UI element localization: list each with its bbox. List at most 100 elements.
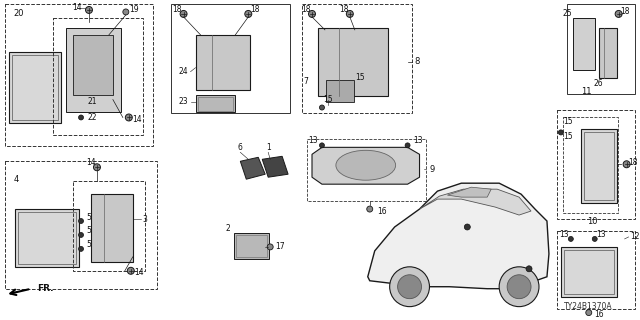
Text: 17: 17 — [275, 242, 285, 252]
Text: 15: 15 — [323, 95, 333, 104]
Circle shape — [86, 6, 92, 13]
Text: 3: 3 — [142, 214, 147, 224]
Bar — [195, 95, 236, 113]
Text: 2: 2 — [226, 224, 231, 234]
Circle shape — [93, 164, 100, 171]
Text: 6: 6 — [238, 143, 243, 152]
Bar — [15, 209, 79, 267]
Circle shape — [79, 219, 83, 223]
Polygon shape — [241, 157, 265, 179]
Bar — [567, 4, 635, 93]
Text: 16: 16 — [377, 206, 387, 216]
Bar — [584, 132, 614, 200]
Text: 13: 13 — [596, 230, 605, 239]
Circle shape — [526, 266, 532, 272]
Text: 11: 11 — [582, 87, 592, 96]
Bar — [73, 181, 145, 271]
Circle shape — [507, 275, 531, 299]
Text: 5: 5 — [86, 227, 92, 236]
Circle shape — [346, 11, 353, 17]
Bar — [19, 212, 76, 264]
Circle shape — [568, 236, 573, 241]
Bar — [198, 97, 234, 110]
Circle shape — [79, 115, 83, 120]
Bar — [5, 161, 157, 289]
Bar — [599, 28, 617, 78]
Bar — [581, 129, 617, 203]
Text: 13: 13 — [308, 136, 318, 145]
Bar — [5, 4, 153, 146]
Bar — [573, 18, 595, 70]
Bar — [234, 233, 269, 259]
Text: 18: 18 — [620, 7, 629, 16]
Text: 12: 12 — [630, 232, 639, 242]
Bar — [557, 109, 635, 219]
Bar — [561, 247, 617, 297]
Text: 18: 18 — [339, 5, 349, 14]
Bar — [171, 4, 290, 114]
Polygon shape — [420, 189, 531, 215]
Bar — [302, 4, 412, 114]
Text: 14: 14 — [72, 4, 82, 12]
Text: 25: 25 — [562, 9, 572, 19]
Bar — [91, 194, 132, 262]
Bar — [236, 235, 268, 257]
Text: TY24B1370A: TY24B1370A — [564, 302, 613, 311]
Text: 19: 19 — [129, 5, 139, 14]
Text: 13: 13 — [413, 136, 422, 145]
Text: 26: 26 — [594, 79, 604, 88]
Circle shape — [79, 246, 83, 252]
Circle shape — [586, 310, 592, 316]
Text: 16: 16 — [594, 310, 604, 319]
Circle shape — [268, 244, 273, 250]
Circle shape — [79, 232, 83, 237]
Text: 15: 15 — [563, 117, 573, 126]
Text: 9: 9 — [430, 165, 435, 174]
Ellipse shape — [336, 150, 396, 180]
Text: 24: 24 — [179, 67, 188, 76]
Circle shape — [499, 267, 539, 307]
Text: 7: 7 — [303, 77, 308, 86]
Polygon shape — [447, 187, 492, 197]
Text: FR.: FR. — [37, 284, 54, 293]
Circle shape — [367, 206, 372, 212]
Circle shape — [319, 143, 324, 148]
Text: 18: 18 — [628, 158, 637, 167]
Circle shape — [623, 161, 630, 168]
Circle shape — [592, 236, 597, 241]
Text: 1: 1 — [266, 143, 271, 152]
Text: 20: 20 — [13, 9, 24, 19]
Text: 10: 10 — [588, 217, 598, 226]
Text: 8: 8 — [415, 57, 420, 66]
Circle shape — [245, 11, 252, 17]
Text: 18: 18 — [172, 5, 181, 14]
Circle shape — [319, 105, 324, 110]
Text: 18: 18 — [301, 5, 311, 14]
Text: 13: 13 — [559, 230, 569, 239]
Bar — [12, 55, 58, 120]
Bar — [66, 28, 121, 113]
Text: 21: 21 — [87, 97, 97, 106]
Circle shape — [308, 11, 316, 17]
Polygon shape — [312, 147, 420, 184]
Text: 18: 18 — [250, 5, 260, 14]
Bar — [195, 35, 250, 90]
Circle shape — [79, 99, 83, 104]
Circle shape — [180, 11, 187, 17]
Circle shape — [615, 11, 622, 17]
Text: 14: 14 — [132, 115, 141, 124]
Bar — [564, 250, 614, 294]
Circle shape — [397, 275, 422, 299]
Circle shape — [125, 114, 132, 121]
Circle shape — [465, 224, 470, 230]
Text: 4: 4 — [13, 175, 19, 184]
Bar — [318, 28, 388, 96]
Text: 23: 23 — [179, 97, 188, 106]
Polygon shape — [262, 156, 288, 177]
Text: 14: 14 — [134, 268, 143, 277]
Text: 5: 5 — [86, 240, 92, 249]
Text: 5: 5 — [86, 212, 92, 221]
Bar — [10, 52, 61, 124]
Circle shape — [559, 130, 563, 135]
Bar — [557, 231, 635, 308]
